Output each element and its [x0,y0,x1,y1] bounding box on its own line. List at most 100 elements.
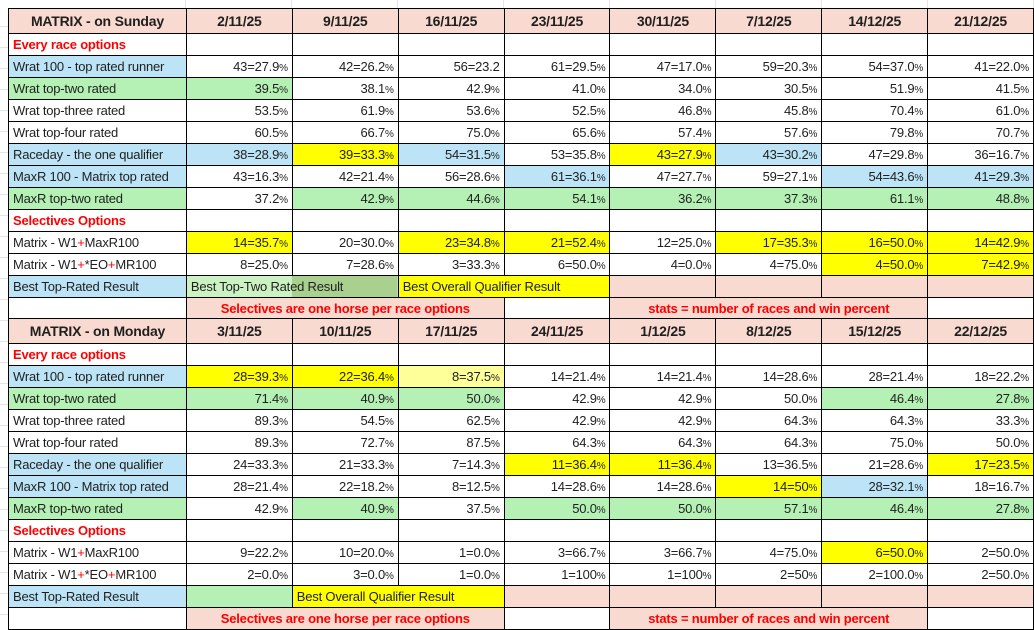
value-cell[interactable]: 70.4% [821,99,929,122]
date-header-cell[interactable]: 22/12/25 [927,318,1034,344]
value-cell[interactable]: 65.6% [503,121,611,144]
date-header-cell[interactable]: 3/11/25 [185,318,293,344]
value-cell[interactable]: 12=25.0% [609,231,717,254]
section-header-cell[interactable]: Every race options [8,33,187,56]
value-cell[interactable]: 34.0% [609,77,717,100]
value-cell[interactable]: 42.9% [291,187,399,210]
value-cell[interactable]: 89.3% [185,431,293,454]
best-result-cell[interactable]: Best Top-Two Rated Result [185,275,399,298]
empty-cell[interactable] [715,343,823,366]
value-cell[interactable]: 64.3% [609,431,717,454]
row-label-cell[interactable]: Wrat 100 - top rated runner [8,55,187,78]
best-result-empty-cell[interactable] [715,275,823,298]
value-cell[interactable]: 43=30.2% [715,143,823,166]
empty-cell[interactable] [609,519,717,542]
date-header-cell[interactable]: 30/11/25 [609,8,717,34]
value-cell[interactable]: 54.1% [503,187,611,210]
note-banner-cell[interactable]: stats = number of races and win percent [609,297,929,320]
value-cell[interactable]: 14=42.9% [927,231,1034,254]
row-label-cell[interactable]: Matrix - W1+MaxR100 [8,541,187,564]
value-cell[interactable]: 4=75.0% [715,541,823,564]
note-banner-cell[interactable]: stats = number of races and win percent [609,607,929,630]
value-cell[interactable]: 56=23.2 [397,55,505,78]
date-header-cell[interactable]: 7/12/25 [715,8,823,34]
value-cell[interactable]: 4=75.0% [715,253,823,276]
value-cell[interactable]: 57.1% [715,497,823,520]
value-cell[interactable]: 50.0% [609,497,717,520]
date-header-cell[interactable]: 16/11/25 [397,8,505,34]
empty-cell[interactable] [609,33,717,56]
empty-cell[interactable] [609,343,717,366]
row-label-cell[interactable]: Wrat top-four rated [8,431,187,454]
value-cell[interactable]: 57.6% [715,121,823,144]
value-cell[interactable]: 42.9% [503,409,611,432]
empty-cell[interactable] [185,343,293,366]
value-cell[interactable]: 79.8% [821,121,929,144]
value-cell[interactable]: 7=14.3% [397,453,505,476]
best-result-empty-cell[interactable] [609,275,717,298]
value-cell[interactable]: 61=36.1% [503,165,611,188]
value-cell[interactable]: 3=33.3% [397,253,505,276]
row-label-cell[interactable]: Matrix - W1+*EO+MR100 [8,563,187,586]
value-cell[interactable]: 43=27.9% [609,143,717,166]
row-label-cell[interactable]: Best Top-Rated Result [8,275,187,298]
value-cell[interactable]: 41=22.0% [927,55,1034,78]
value-cell[interactable]: 33.3% [927,409,1034,432]
best-result-empty-cell[interactable] [185,585,293,608]
value-cell[interactable]: 44.6% [397,187,505,210]
value-cell[interactable]: 28=21.4% [185,475,293,498]
value-cell[interactable]: 37.2% [185,187,293,210]
empty-cell[interactable] [927,343,1034,366]
value-cell[interactable]: 18=22.2% [927,365,1034,388]
value-cell[interactable]: 64.3% [715,431,823,454]
value-cell[interactable]: 54.5% [291,409,399,432]
date-header-cell[interactable]: 2/11/25 [185,8,293,34]
value-cell[interactable]: 61.1% [821,187,929,210]
value-cell[interactable]: 3=66.7% [503,541,611,564]
empty-cell[interactable] [715,33,823,56]
value-cell[interactable]: 54=31.5% [397,143,505,166]
value-cell[interactable]: 28=21.4% [821,365,929,388]
value-cell[interactable]: 23=34.8% [397,231,505,254]
note-banner-cell[interactable]: Selectives are one horse per race option… [185,607,505,630]
date-header-cell[interactable]: 8/12/25 [715,318,823,344]
value-cell[interactable]: 4=50.0% [821,253,929,276]
value-cell[interactable]: 42=26.2% [291,55,399,78]
value-cell[interactable]: 42.9% [503,387,611,410]
row-label-cell[interactable]: Matrix - W1+*EO+MR100 [8,253,187,276]
empty-cell[interactable] [927,519,1034,542]
best-result-empty-cell[interactable] [609,585,717,608]
date-header-cell[interactable]: 1/12/25 [609,318,717,344]
value-cell[interactable]: 27.8% [927,387,1034,410]
value-cell[interactable]: 54=37.0% [821,55,929,78]
value-cell[interactable]: 4=0.0% [609,253,717,276]
row-label-cell[interactable]: MaxR 100 - Matrix top rated [8,165,187,188]
value-cell[interactable]: 17=23.5% [927,453,1034,476]
value-cell[interactable]: 39.5% [185,77,293,100]
value-cell[interactable]: 50.0% [715,387,823,410]
value-cell[interactable]: 59=20.3% [715,55,823,78]
value-cell[interactable]: 42.9% [185,497,293,520]
value-cell[interactable]: 51.9% [821,77,929,100]
row-label-cell[interactable]: Wrat top-four rated [8,121,187,144]
value-cell[interactable]: 48.8% [927,187,1034,210]
section-header-cell[interactable]: Selectives Options [8,209,187,232]
best-result-cell[interactable]: Best Overall Qualifier Result [291,585,505,608]
value-cell[interactable]: 20=30.0% [291,231,399,254]
value-cell[interactable]: 14=28.6% [715,365,823,388]
value-cell[interactable]: 11=36.4% [609,453,717,476]
best-result-empty-cell[interactable] [821,585,929,608]
value-cell[interactable]: 75.0% [397,121,505,144]
empty-cell[interactable] [397,343,505,366]
value-cell[interactable]: 1=0.0% [397,541,505,564]
value-cell[interactable]: 13=36.5% [715,453,823,476]
value-cell[interactable]: 52.5% [503,99,611,122]
value-cell[interactable]: 14=28.6% [609,475,717,498]
value-cell[interactable]: 64.3% [821,409,929,432]
section-header-cell[interactable]: Every race options [8,343,187,366]
value-cell[interactable]: 22=36.4% [291,365,399,388]
value-cell[interactable]: 62.5% [397,409,505,432]
value-cell[interactable]: 61=29.5% [503,55,611,78]
empty-cell[interactable] [927,33,1034,56]
empty-cell[interactable] [291,33,399,56]
